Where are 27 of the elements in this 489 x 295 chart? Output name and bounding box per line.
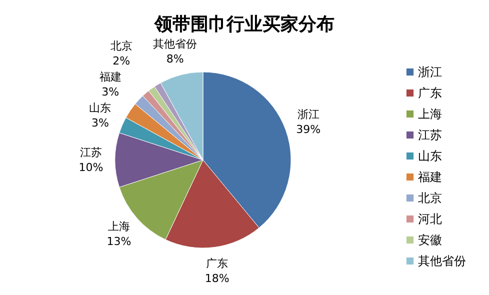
data-label: 18% — [204, 272, 230, 286]
slice-label: 浙江 — [297, 108, 320, 122]
slice-label: 江苏 — [80, 146, 102, 159]
chart-title: 领带围巾行业买家分布 — [154, 14, 334, 35]
data-label: 13% — [106, 235, 132, 248]
legend-label: 其他省份 — [418, 254, 466, 268]
legend-label: 河北 — [418, 212, 442, 226]
legend-label: 上海 — [418, 107, 442, 121]
data-label: 2% — [112, 54, 130, 68]
data-label: 3% — [91, 116, 109, 130]
slice-label: 上海 — [108, 220, 130, 234]
data-label: 8% — [166, 52, 184, 66]
legend-label: 安徽 — [418, 233, 442, 247]
data-label: 39% — [296, 123, 321, 136]
slice-label: 山东 — [89, 102, 112, 115]
slice-label: 北京 — [110, 40, 132, 53]
legend-label: 北京 — [418, 191, 442, 205]
data-label: 10% — [78, 161, 104, 174]
slice-label: 其他省份 — [153, 38, 198, 51]
legend-label: 江苏 — [418, 128, 442, 142]
data-label: 3% — [102, 86, 120, 99]
legend-label: 广东 — [418, 86, 442, 100]
slice-label: 福建 — [99, 70, 122, 84]
slice-label: 广东 — [206, 257, 228, 270]
legend-label: 山东 — [418, 149, 442, 163]
legend-label: 福建 — [418, 170, 442, 184]
legend-label: 浙江 — [418, 65, 442, 79]
